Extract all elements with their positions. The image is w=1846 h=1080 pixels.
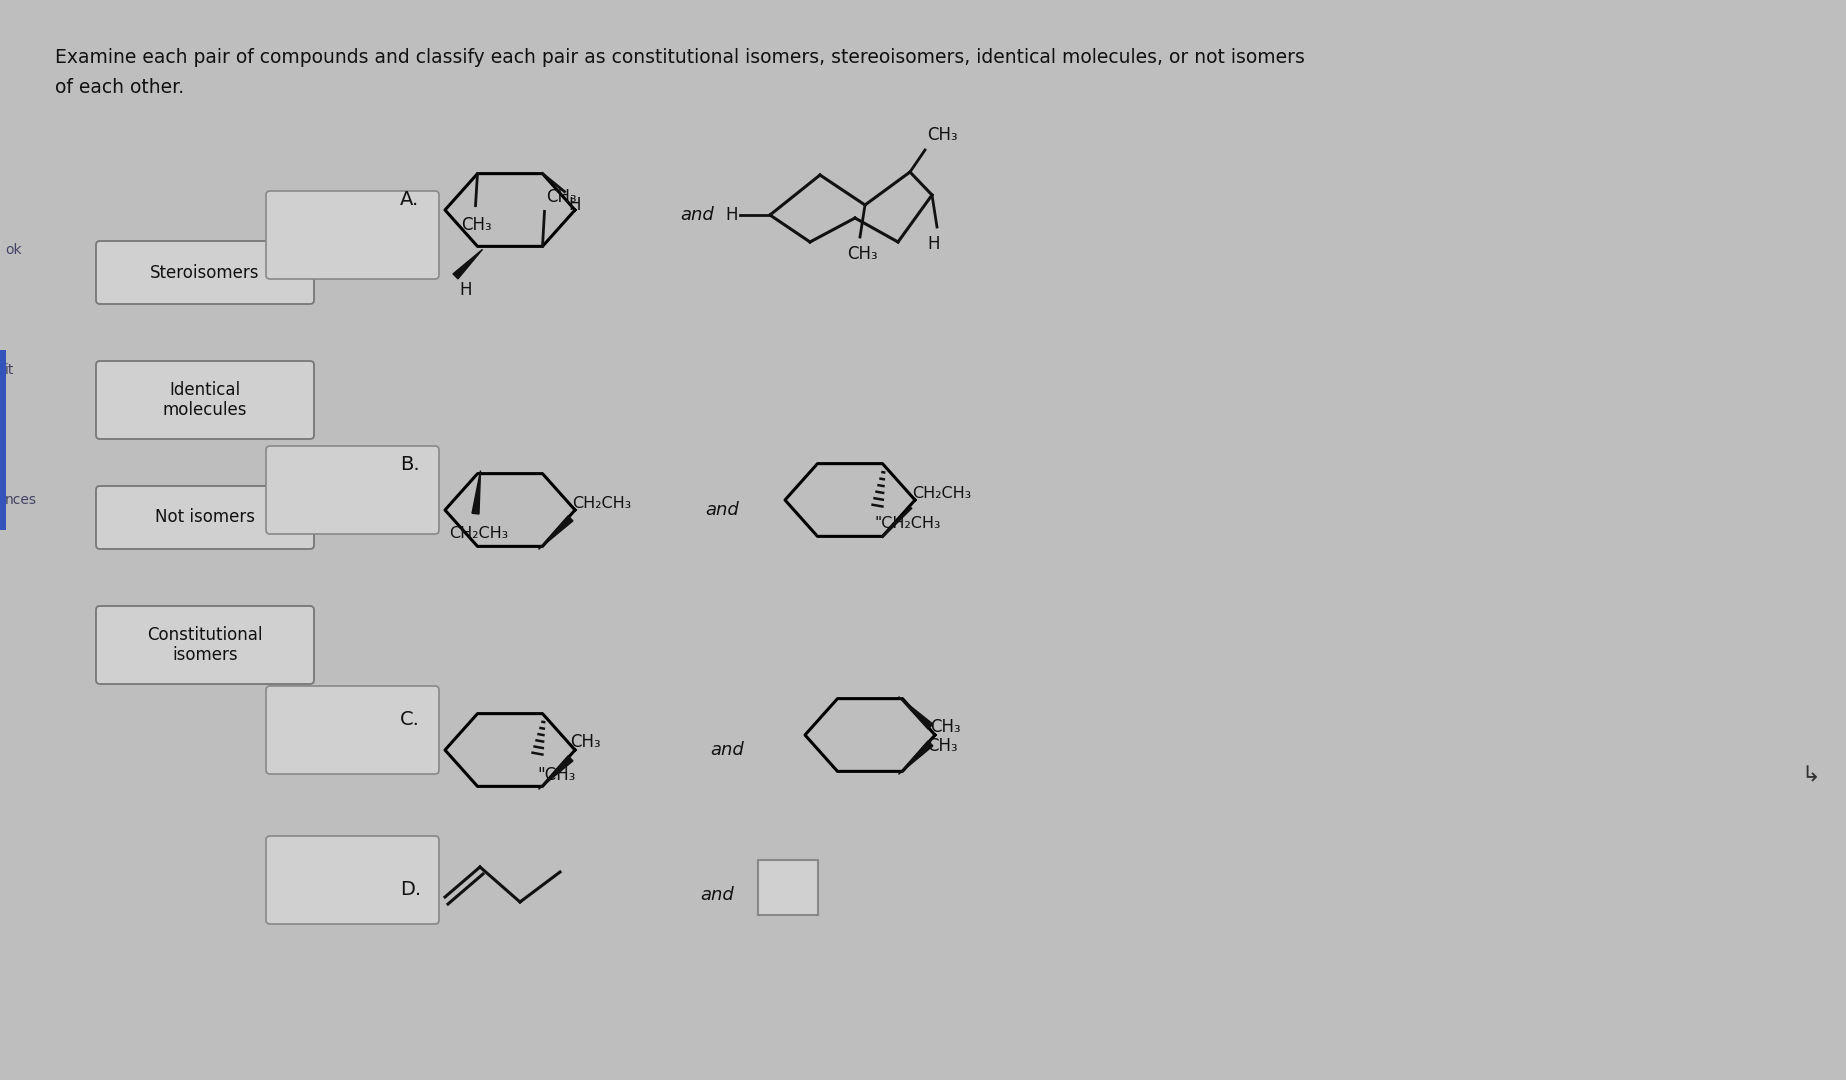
Text: Constitutional
isomers: Constitutional isomers bbox=[148, 625, 262, 664]
Text: ↳: ↳ bbox=[1802, 765, 1820, 785]
Polygon shape bbox=[452, 249, 482, 279]
Polygon shape bbox=[539, 756, 572, 789]
FancyBboxPatch shape bbox=[96, 486, 314, 549]
Text: CH₃: CH₃ bbox=[462, 216, 493, 233]
Text: CH₂CH₃: CH₂CH₃ bbox=[449, 526, 509, 541]
Polygon shape bbox=[539, 516, 572, 550]
Text: and: and bbox=[679, 206, 714, 224]
FancyBboxPatch shape bbox=[266, 446, 439, 534]
Text: of each other.: of each other. bbox=[55, 78, 185, 97]
Text: D.: D. bbox=[401, 880, 421, 899]
FancyBboxPatch shape bbox=[266, 191, 439, 279]
Text: H: H bbox=[725, 206, 738, 224]
FancyBboxPatch shape bbox=[266, 836, 439, 924]
Text: B.: B. bbox=[401, 455, 419, 474]
Text: Identical
molecules: Identical molecules bbox=[162, 380, 247, 419]
Text: and: and bbox=[700, 886, 733, 904]
Text: H: H bbox=[569, 195, 581, 214]
Text: and: and bbox=[711, 741, 744, 759]
Text: CH₃: CH₃ bbox=[930, 718, 962, 737]
Text: ok: ok bbox=[6, 243, 22, 257]
Text: H: H bbox=[929, 235, 940, 253]
Text: Not isomers: Not isomers bbox=[155, 509, 255, 526]
Text: H: H bbox=[460, 282, 473, 299]
FancyBboxPatch shape bbox=[266, 686, 439, 774]
Text: CH₂CH₃: CH₂CH₃ bbox=[912, 486, 971, 501]
Text: Examine each pair of compounds and classify each pair as constitutional isomers,: Examine each pair of compounds and class… bbox=[55, 48, 1305, 67]
Polygon shape bbox=[899, 697, 932, 729]
Text: CH₃: CH₃ bbox=[570, 733, 602, 752]
FancyBboxPatch shape bbox=[96, 606, 314, 684]
Text: "CH₂CH₃: "CH₂CH₃ bbox=[875, 515, 941, 530]
FancyBboxPatch shape bbox=[96, 361, 314, 438]
Text: nces: nces bbox=[6, 492, 37, 507]
FancyBboxPatch shape bbox=[96, 241, 314, 303]
Text: CH₃: CH₃ bbox=[546, 188, 578, 206]
Text: CH₃: CH₃ bbox=[927, 126, 958, 144]
Bar bbox=[759, 860, 818, 915]
Text: Steroisomers: Steroisomers bbox=[150, 264, 260, 282]
Polygon shape bbox=[899, 741, 932, 774]
Polygon shape bbox=[473, 471, 480, 514]
Text: C.: C. bbox=[401, 710, 419, 729]
Text: and: and bbox=[705, 501, 738, 519]
Text: CH₃: CH₃ bbox=[847, 245, 877, 264]
Text: "CH₃: "CH₃ bbox=[537, 766, 576, 784]
Bar bbox=[0, 350, 6, 530]
Text: A.: A. bbox=[401, 190, 419, 210]
Text: CH₃: CH₃ bbox=[927, 737, 958, 755]
Text: it: it bbox=[6, 363, 15, 377]
Text: CH₂CH₃: CH₂CH₃ bbox=[572, 497, 631, 511]
